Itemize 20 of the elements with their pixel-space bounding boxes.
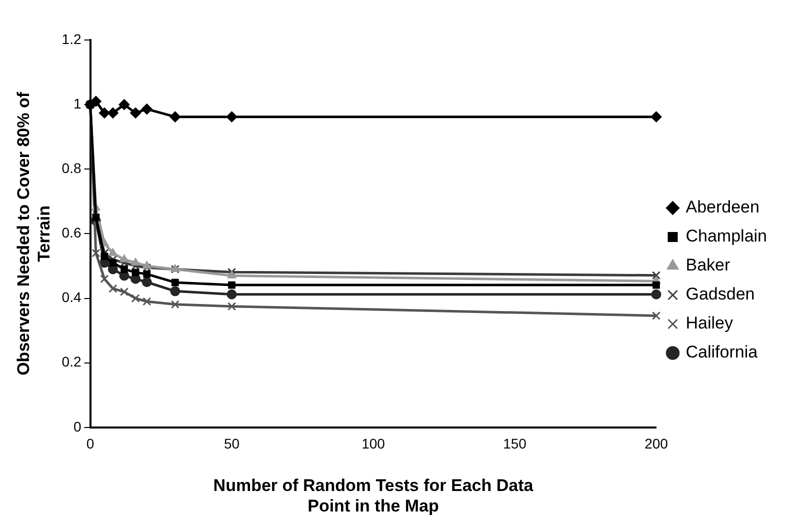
- x-tick-label: 0: [86, 436, 94, 452]
- legend-label: Aberdeen: [686, 198, 760, 217]
- x-tick-label: 200: [644, 436, 668, 452]
- legend-label: Gadsden: [686, 284, 755, 304]
- y-axis-title: Observers Needed to Cover 80% of Terrain: [14, 92, 54, 376]
- y-tick-label: 0: [73, 418, 82, 434]
- y-tick-label: 1.2: [62, 30, 82, 47]
- x-tick-label: 150: [503, 436, 527, 452]
- x-tick-label: 50: [224, 436, 240, 452]
- y-tick-label: 0.4: [62, 289, 82, 306]
- y-tick-label: 0.2: [62, 354, 82, 370]
- y-tick-label: 0.6: [62, 224, 82, 241]
- legend-label: Champlain: [686, 226, 767, 246]
- legend-label: Baker: [686, 256, 730, 275]
- x-tick-label: 100: [362, 436, 386, 452]
- y-tick-label: 1: [73, 95, 82, 112]
- legend-label: Hailey: [686, 314, 734, 333]
- x-axis-title: Number of Random Tests for Each Data Point in the Map: [213, 476, 534, 516]
- legend-label: California: [686, 342, 758, 362]
- y-tick-label: 0.8: [62, 160, 82, 176]
